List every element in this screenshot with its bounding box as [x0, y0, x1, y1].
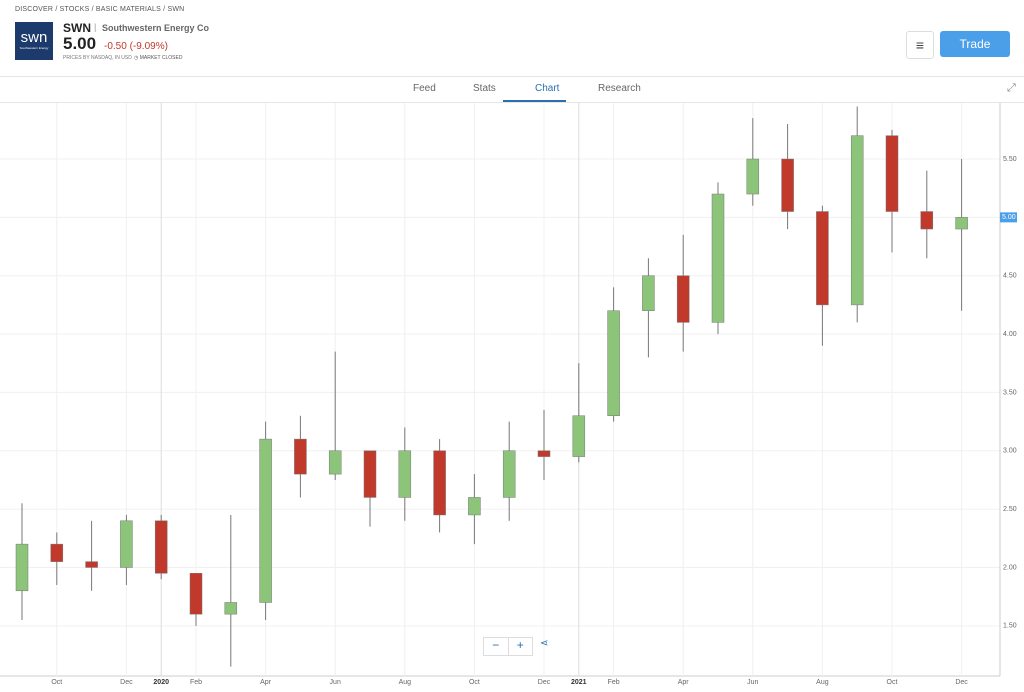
candle-body: [920, 211, 934, 230]
trade-button[interactable]: Trade: [940, 31, 1010, 57]
status: ◷ MARKET CLOSED: [134, 55, 183, 61]
tab[interactable]: Feed: [413, 83, 436, 94]
candle-body: [328, 450, 342, 475]
candle-body: [294, 438, 307, 475]
zoom-controls: − +: [483, 637, 533, 656]
candle-body: [607, 310, 620, 417]
zoom-in[interactable]: +: [507, 638, 533, 655]
x-tick-label: Apr: [260, 679, 272, 686]
x-tick-label: Feb: [608, 679, 620, 686]
tab[interactable]: Chart: [535, 83, 560, 94]
x-tick-label: Dec: [955, 679, 968, 686]
candle-body: [433, 450, 446, 516]
x-tick-label: Jun: [330, 679, 341, 686]
candle-body: [468, 497, 481, 516]
source: PRICES BY NASDAQ, IN USD: [63, 55, 132, 61]
tab-underline: [503, 100, 566, 102]
price: 5.00: [63, 34, 97, 53]
expand-icon[interactable]: ⤢: [1007, 82, 1016, 94]
x-tick-label: Oct: [51, 679, 62, 686]
y-tick-label: 4.50: [1003, 273, 1017, 280]
candle-body: [363, 450, 377, 498]
x-tick-label: Oct: [469, 679, 480, 686]
candle-body: [955, 217, 968, 230]
change: -0.50 (-9.09%): [104, 41, 168, 52]
x-tick-label: 2020: [153, 679, 169, 686]
candle-body: [189, 573, 203, 615]
chart: 1.50 2.00 2.50 3.00 3.50 4.00 4.50 5.00 5.50 Oct D…: [0, 103, 1017, 686]
candle-body: [746, 158, 760, 195]
last-price-label: 5.00: [1002, 214, 1016, 221]
x-tick-label: Feb: [190, 679, 202, 686]
x-tick-label: 2021: [571, 679, 587, 686]
company: Southwestern Energy Co: [102, 23, 210, 33]
ticker: SWN: [63, 21, 91, 35]
tab[interactable]: Research: [598, 83, 641, 94]
candle-body: [850, 135, 864, 306]
crumb: SWN: [167, 6, 185, 13]
candle-body: [85, 561, 98, 568]
x-tick-label: Jun: [747, 679, 758, 686]
y-tick-label: 5.50: [1003, 156, 1017, 163]
candle-body: [816, 211, 829, 306]
breadcrumbs: DISCOVER / STOCKS / BASIC MATERIALS / SW…: [15, 6, 185, 13]
candle-body: [120, 520, 133, 568]
candle-body: [676, 275, 690, 323]
crumb[interactable]: DISCOVER: [15, 6, 54, 13]
watchlist-button[interactable]: ≡: [906, 31, 934, 59]
candle-body: [259, 438, 272, 603]
last-price-box: [1000, 212, 1017, 223]
share-icon[interactable]: ⋖: [540, 638, 549, 649]
y-tick-label: 3.00: [1003, 448, 1017, 455]
crumb[interactable]: BASIC MATERIALS: [95, 6, 162, 13]
x-tick-label: Dec: [120, 679, 133, 686]
y-tick-label: 1.50: [1003, 623, 1017, 630]
x-tick-label: Aug: [399, 679, 412, 686]
x-tick-label: Apr: [678, 679, 690, 686]
candle-body: [502, 450, 516, 498]
candle-body: [885, 135, 899, 212]
crumb[interactable]: STOCKS: [59, 6, 90, 13]
candle-body: [781, 158, 794, 212]
candle-body: [711, 193, 725, 323]
logo-sub: Southwestern Energy: [19, 46, 49, 50]
y-tick-label: 2.00: [1003, 564, 1017, 571]
candle-body: [154, 520, 168, 574]
y-tick-label: 4.00: [1003, 331, 1017, 338]
candle-body: [50, 543, 64, 562]
zoom-out[interactable]: −: [492, 638, 500, 652]
candle-body: [15, 543, 29, 592]
logo: swn Southwestern Energy: [15, 22, 53, 60]
y-tick-label: 2.50: [1003, 506, 1017, 513]
candle-body: [642, 275, 655, 311]
logo-text: swn: [20, 29, 48, 46]
candle-body: [572, 415, 586, 457]
x-tick-label: Dec: [538, 679, 551, 686]
x-tick-label: Oct: [887, 679, 898, 686]
tab[interactable]: Stats: [473, 83, 496, 94]
candle-body: [537, 450, 551, 457]
candle-body: [398, 450, 412, 498]
y-tick-label: 3.50: [1003, 389, 1017, 396]
x-tick-label: Aug: [816, 679, 829, 686]
status-text: MARKET CLOSED: [139, 55, 183, 61]
candle-body: [224, 602, 238, 615]
